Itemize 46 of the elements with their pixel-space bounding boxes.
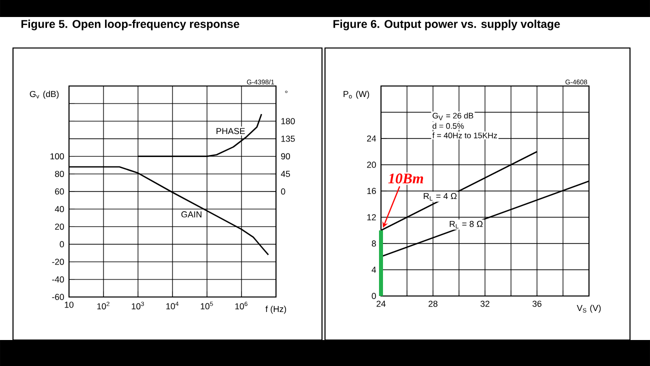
y-tick-label: 40 [54,206,64,212]
chart-title: Figure 5. Open loop-frequency response [21,20,240,30]
x-tick-label: 32 [480,300,490,307]
y-tick-label: 80 [55,170,64,177]
x-tick-label: 36 [532,300,542,307]
series-label: PHASE [216,128,245,134]
y-tick-label: 12 [367,214,376,220]
y-tick-label: -40 [52,276,64,282]
x-tick-label: 28 [428,300,438,307]
y2-tick-label: 135 [281,136,295,142]
annotation: 10Bm [388,174,424,184]
y-axis-title: P$_{o}$ (W) [344,90,370,99]
x-tick-label: 10$^{3}$ [132,302,144,310]
y2-tick-label: 180 [281,118,295,124]
y-tick-label: 60 [55,188,64,195]
series-label: R$_{L}$ = 4 Ω [424,192,457,200]
y2-tick-label: 0 [281,188,286,195]
y-tick-label: 0 [372,292,376,300]
annotation: G$_{V}$ = 26 dB [432,112,474,120]
series-label: R$_{L}$ = 8 Ω [450,220,483,228]
y-tick-label: 16 [367,188,376,194]
y-tick-label: 8 [372,240,376,247]
y-tick-label: 0 [60,241,64,248]
y2-tick-label: 45 [280,170,290,177]
x-tick-label: 10$^{5}$ [200,302,213,310]
y-tick-label: -60 [52,294,64,300]
x-tick-label: 10$^{2}$ [97,302,110,310]
chart-title: Figure 6. Output power vs. supply voltage [333,20,560,30]
annotation: f = 40Hz to 15KHz [432,132,497,138]
annotation: d = 0.5% [432,122,464,129]
y2-tick-label: 90 [281,153,290,160]
y-tick-label: -20 [52,258,64,265]
series-label: GAIN [181,211,202,218]
y-tick-label: 20 [367,162,376,168]
x-tick-label: 10 [64,302,74,308]
y-tick-label: 100 [50,153,64,160]
y-axis-title: G$_{v}$ (dB) [30,90,59,99]
y-tick-label: 4 [372,266,376,273]
y2-axis-title: ° [285,90,288,93]
x-tick-label: 10$^{4}$ [166,302,179,310]
x-axis-title: f (Hz) [266,306,286,314]
y-tick-label: 24 [367,135,376,142]
y-tick-label: 20 [55,224,64,230]
x-axis-title: V$_{S}$ (V) [576,304,601,313]
x-tick-label: 10$^{6}$ [235,302,248,310]
x-tick-label: 24 [376,300,386,307]
